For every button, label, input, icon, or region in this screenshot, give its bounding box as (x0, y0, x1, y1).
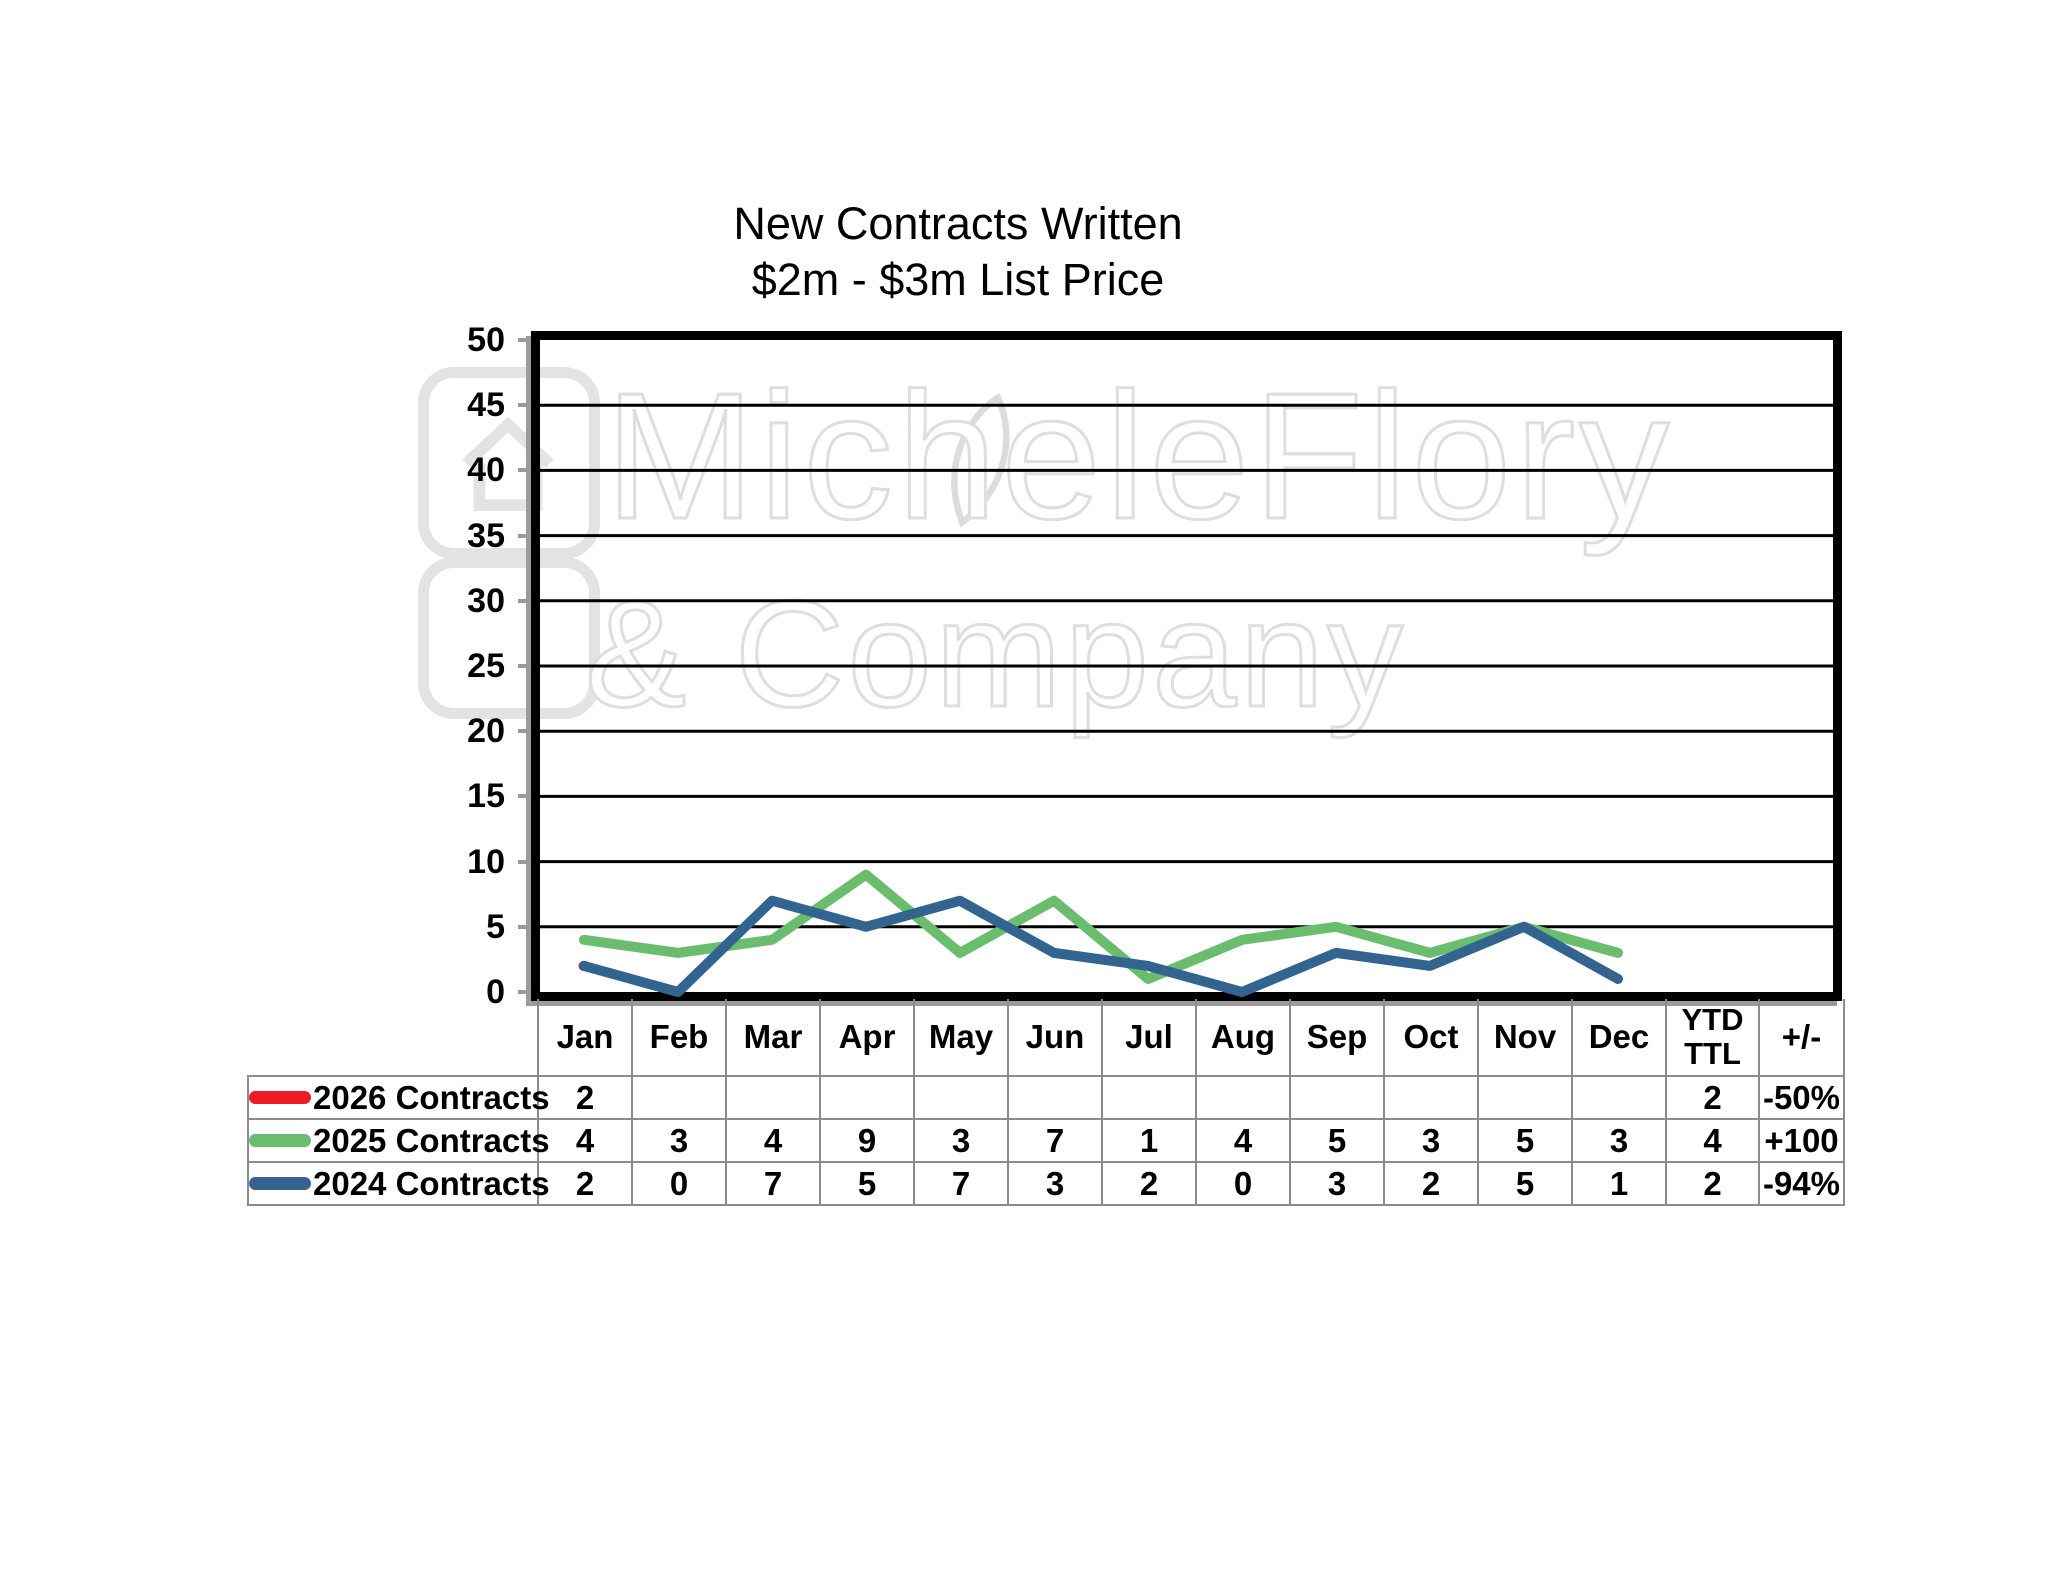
row-label-2025: 2025 Contracts (247, 1118, 550, 1163)
brand-watermark: MicheleFlory & Company (400, 345, 1880, 741)
series-line-2024 (579, 895, 1623, 997)
col-header-ytd-ttl: YTD TTL (1665, 999, 1760, 1077)
watermark-brand-name: MicheleFlory (603, 355, 1674, 559)
watermark-d-box (418, 557, 600, 719)
legend-swatch-2026 (249, 1091, 311, 1105)
col-header-jan: Jan (537, 999, 633, 1077)
cell-2024-may: 7 (913, 1161, 1009, 1206)
cell-2025-dec: 3 (1571, 1118, 1667, 1163)
cell-2024-mar: 7 (725, 1161, 821, 1206)
cell-2025-jun: 7 (1007, 1118, 1103, 1163)
cell-2025-sep: 5 (1289, 1118, 1385, 1163)
cell-2026-jul (1101, 1075, 1197, 1120)
cell-2024-jan: 2 (537, 1161, 633, 1206)
cell-2026-mar (725, 1075, 821, 1120)
watermark-brand-suffix: & Company (583, 568, 1407, 741)
col-header-change: +/- (1758, 999, 1845, 1077)
cell-2026-apr (819, 1075, 915, 1120)
cell-2025-may: 3 (913, 1118, 1009, 1163)
table-row-2025: 2025 Contracts 4 3 4 9 3 7 1 4 5 3 5 3 4 +100 (247, 1118, 1845, 1163)
cell-2024-aug: 0 (1195, 1161, 1291, 1206)
cell-2026-may (913, 1075, 1009, 1120)
cell-2024-nov: 5 (1477, 1161, 1573, 1206)
cell-2026-nov (1477, 1075, 1573, 1120)
series-line-2025 (579, 869, 1623, 984)
cell-2025-apr: 9 (819, 1118, 915, 1163)
cell-2024-ytd-ttl: 2 (1665, 1161, 1760, 1206)
col-header-oct: Oct (1383, 999, 1479, 1077)
chart-title: New Contracts Written $2m - $3m List Pri… (0, 196, 1916, 308)
legend-swatch-2025 (249, 1134, 311, 1148)
col-header-jul: Jul (1101, 999, 1197, 1077)
cell-2024-apr: 5 (819, 1161, 915, 1206)
cell-2024-feb: 0 (631, 1161, 727, 1206)
cell-2025-ytd-ttl: 4 (1665, 1118, 1760, 1163)
line-chart (540, 403, 1833, 997)
cell-2025-aug: 4 (1195, 1118, 1291, 1163)
cell-2026-feb (631, 1075, 727, 1120)
y-tick-label-30: 30 (385, 583, 531, 619)
col-header-feb: Feb (631, 999, 727, 1077)
col-header-mar: Mar (725, 999, 821, 1077)
cell-2025-nov: 5 (1477, 1118, 1573, 1163)
y-tick-label-15: 15 (385, 778, 531, 814)
col-header-aug: Aug (1195, 999, 1291, 1077)
cell-2025-mar: 4 (725, 1118, 821, 1163)
cell-2024-sep: 3 (1289, 1161, 1385, 1206)
cell-2025-feb: 3 (631, 1118, 727, 1163)
leaf-icon (951, 393, 1010, 528)
cell-2026-ytd-ttl: 2 (1665, 1075, 1760, 1120)
y-tick-label-35: 35 (385, 518, 531, 554)
row-label-2026: 2026 Contracts (247, 1075, 550, 1120)
cell-2026-change: -50% (1758, 1075, 1845, 1120)
col-header-apr: Apr (819, 999, 915, 1077)
cell-2026-sep (1289, 1075, 1385, 1120)
y-tick-label-5: 5 (385, 909, 531, 945)
series-name-label: 2024 Contracts (313, 1164, 550, 1202)
cell-2026-oct (1383, 1075, 1479, 1120)
table-row-2024: 2024 Contracts 2 0 7 5 7 3 2 0 3 2 5 1 2 -94% (247, 1161, 1845, 1206)
cell-2026-jan: 2 (537, 1075, 633, 1120)
cell-2025-jul: 1 (1101, 1118, 1197, 1163)
table-corner-spacer (248, 999, 538, 1076)
cell-2025-change: +100 (1758, 1118, 1845, 1163)
col-header-nov: Nov (1477, 999, 1573, 1077)
table-row-2026: 2026 Contracts 2 2 -50% (247, 1075, 1845, 1120)
series-name-label: 2025 Contracts (313, 1121, 550, 1159)
y-tick-label-0: 0 (385, 974, 531, 1010)
y-tick-label-25: 25 (385, 648, 531, 684)
col-header-jun: Jun (1007, 999, 1103, 1077)
y-tick-label-45: 45 (385, 387, 531, 423)
plot-area (531, 331, 1842, 1001)
y-tick-label-40: 40 (385, 452, 531, 488)
cell-2024-oct: 2 (1383, 1161, 1479, 1206)
col-header-sep: Sep (1289, 999, 1385, 1077)
row-label-2024: 2024 Contracts (247, 1161, 550, 1206)
series-name-label: 2026 Contracts (313, 1078, 550, 1116)
cell-2026-jun (1007, 1075, 1103, 1120)
y-tick-label-20: 20 (385, 713, 531, 749)
table-header-row: Jan Feb Mar Apr May Jun Jul Aug Sep Oct Nov Dec YTD T… (248, 999, 1845, 1077)
cell-2025-oct: 3 (1383, 1118, 1479, 1163)
cell-2024-dec: 1 (1571, 1161, 1667, 1206)
cell-2026-aug (1195, 1075, 1291, 1120)
legend-swatch-2024 (249, 1177, 311, 1191)
cell-2024-change: -94% (1758, 1161, 1845, 1206)
cell-2026-dec (1571, 1075, 1667, 1120)
y-tick-label-10: 10 (385, 844, 531, 880)
col-header-may: May (913, 999, 1009, 1077)
chart-title-line2: $2m - $3m List Price (751, 254, 1165, 305)
data-table: Jan Feb Mar Apr May Jun Jul Aug Sep Oct Nov Dec YTD T… (247, 999, 1845, 1206)
y-tick-label-50: 50 (385, 322, 531, 358)
cell-2025-jan: 4 (537, 1118, 633, 1163)
col-header-dec: Dec (1571, 999, 1667, 1077)
cell-2024-jun: 3 (1007, 1161, 1103, 1206)
chart-title-line1: New Contracts Written (733, 198, 1183, 249)
cell-2024-jul: 2 (1101, 1161, 1197, 1206)
